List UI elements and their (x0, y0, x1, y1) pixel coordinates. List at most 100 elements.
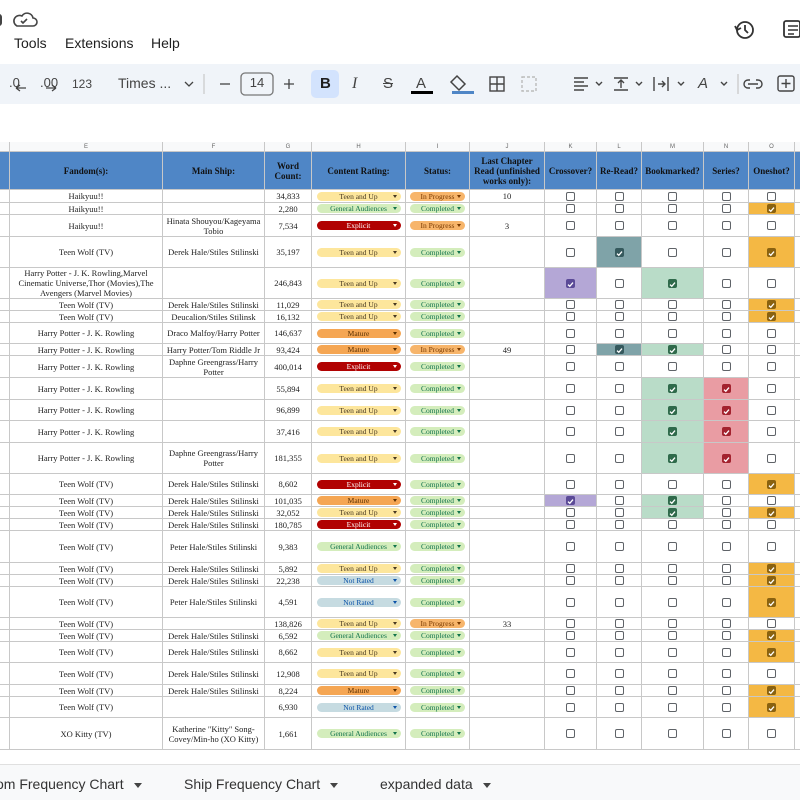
status-chip[interactable]: Completed (410, 300, 465, 309)
rating-chip[interactable]: Teen and Up (316, 405, 401, 415)
tab-caret[interactable] (482, 782, 491, 788)
status-chip[interactable]: Completed (410, 729, 465, 738)
checkbox[interactable] (614, 479, 624, 489)
rating-chip[interactable]: Explicit (316, 520, 401, 529)
rating-chip[interactable]: Teen and Up (316, 647, 401, 657)
checkbox[interactable] (566, 247, 575, 257)
checkbox[interactable] (721, 345, 731, 354)
checkbox[interactable] (566, 384, 575, 393)
status-chip[interactable]: Completed (410, 362, 465, 371)
checkbox-checked[interactable] (767, 479, 776, 489)
menu-item[interactable]: Tools (14, 35, 47, 51)
checkbox[interactable] (614, 669, 624, 678)
checkbox[interactable] (566, 520, 575, 529)
checkbox-checked[interactable] (566, 496, 575, 505)
checkbox[interactable] (721, 508, 731, 517)
rating-chip[interactable]: Teen and Up (316, 427, 401, 436)
checkbox[interactable] (614, 496, 624, 505)
checkbox-checked[interactable] (668, 496, 677, 505)
checkbox[interactable] (614, 631, 624, 640)
checkbox[interactable] (668, 702, 677, 712)
fill-color-icon[interactable] (449, 74, 474, 94)
status-chip[interactable]: In Progress (410, 345, 465, 354)
checkbox[interactable] (614, 729, 624, 738)
checkbox-checked[interactable] (767, 686, 776, 695)
checkbox[interactable] (614, 453, 624, 463)
checkbox[interactable] (566, 221, 575, 230)
rating-chip[interactable]: Teen and Up (316, 312, 401, 321)
rating-chip[interactable]: Teen and Up (316, 300, 401, 309)
checkbox[interactable] (721, 619, 731, 628)
checkbox[interactable] (614, 647, 624, 657)
checkbox[interactable] (767, 362, 776, 371)
checkbox[interactable] (721, 300, 731, 309)
rating-chip[interactable]: General Audiences (316, 729, 401, 738)
checkbox[interactable] (614, 597, 624, 607)
increase-decimal[interactable]: .00 (40, 75, 59, 90)
checkbox[interactable] (566, 631, 575, 640)
checkbox[interactable] (566, 508, 575, 517)
checkbox[interactable] (614, 405, 624, 415)
sheet-tab[interactable]: om Frequency Chart (0, 776, 142, 792)
checkbox[interactable] (668, 729, 677, 738)
checkbox[interactable] (566, 647, 575, 657)
rating-chip[interactable]: General Audiences (316, 631, 401, 640)
rating-chip[interactable]: Explicit (316, 479, 401, 489)
status-chip[interactable]: Completed (410, 384, 465, 393)
checkbox[interactable] (614, 362, 624, 371)
checkbox[interactable] (668, 362, 677, 371)
checkbox-checked[interactable] (721, 453, 731, 463)
rating-chip[interactable]: Not Rated (316, 702, 401, 712)
checkbox[interactable] (566, 362, 575, 371)
status-chip[interactable]: Completed (410, 686, 465, 695)
checkbox-checked[interactable] (767, 702, 776, 712)
checkbox[interactable] (614, 564, 624, 573)
bold-active[interactable] (311, 70, 339, 98)
checkbox[interactable] (614, 328, 624, 338)
checkbox-checked[interactable] (767, 564, 776, 573)
checkbox[interactable] (721, 686, 731, 695)
checkbox-checked[interactable] (668, 345, 677, 354)
status-chip[interactable]: In Progress (410, 619, 465, 628)
status-chip[interactable]: Completed (410, 278, 465, 288)
checkbox[interactable] (566, 686, 575, 695)
checkbox[interactable] (721, 247, 731, 257)
link-icon[interactable] (743, 79, 763, 89)
checkbox[interactable] (767, 496, 776, 505)
checkbox[interactable] (566, 669, 575, 678)
rating-chip[interactable]: General Audiences (316, 204, 401, 213)
checkbox[interactable] (721, 631, 731, 640)
comments-icon[interactable] (783, 20, 800, 38)
status-chip[interactable]: Completed (410, 597, 465, 607)
italic-button[interactable]: I (352, 75, 358, 92)
text-color-button[interactable]: A (416, 75, 427, 92)
status-chip[interactable]: Completed (410, 576, 465, 585)
checkbox[interactable] (614, 191, 624, 201)
checkbox[interactable] (767, 619, 776, 628)
checkbox[interactable] (721, 362, 731, 371)
checkbox-checked[interactable] (767, 647, 776, 657)
checkbox[interactable] (721, 496, 731, 505)
checkbox[interactable] (566, 312, 575, 321)
checkbox[interactable] (566, 204, 575, 213)
checkbox[interactable] (668, 191, 677, 201)
checkbox[interactable] (721, 702, 731, 712)
checkbox-checked[interactable] (566, 278, 575, 288)
valign-icon[interactable] (614, 77, 628, 91)
tab-caret[interactable] (330, 782, 339, 788)
checkbox[interactable] (668, 479, 677, 489)
checkbox[interactable] (668, 300, 677, 309)
rating-chip[interactable]: Teen and Up (316, 191, 401, 201)
checkbox[interactable] (721, 191, 731, 201)
rating-chip[interactable]: Mature (316, 328, 401, 338)
rating-chip[interactable]: Explicit (316, 221, 401, 230)
checkbox[interactable] (721, 520, 731, 529)
checkbox[interactable] (721, 597, 731, 607)
font-family[interactable]: Times ... (118, 75, 172, 91)
checkbox[interactable] (668, 542, 677, 551)
checkbox[interactable] (721, 278, 731, 288)
checkbox[interactable] (614, 508, 624, 517)
sheet-tab[interactable]: expanded data (380, 776, 491, 792)
checkbox[interactable] (721, 221, 731, 230)
rating-chip[interactable]: Mature (316, 496, 401, 505)
